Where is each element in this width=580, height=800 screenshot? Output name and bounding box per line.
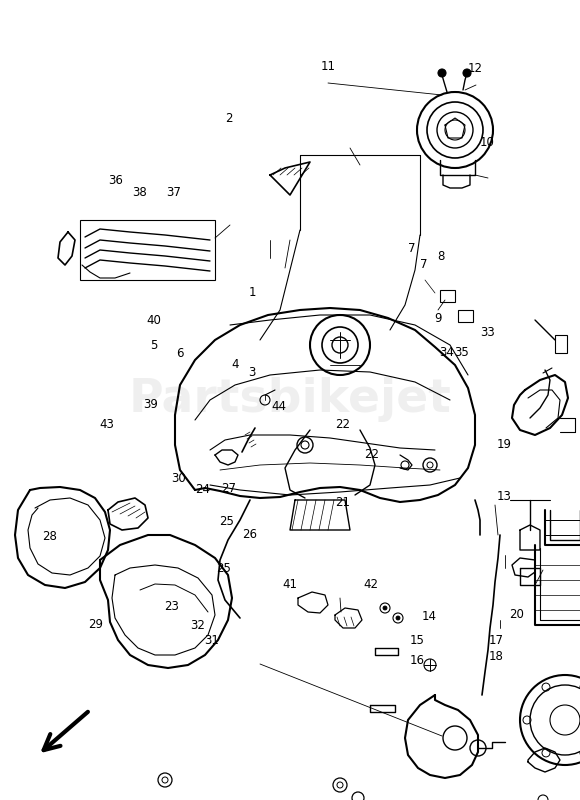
Bar	[555, 335, 567, 353]
Text: 7: 7	[420, 258, 427, 270]
Text: 34: 34	[439, 346, 454, 358]
Text: 31: 31	[204, 634, 219, 646]
Text: 2: 2	[226, 112, 233, 125]
Text: 11: 11	[320, 60, 335, 73]
Text: 18: 18	[488, 650, 503, 662]
Text: 13: 13	[497, 490, 512, 502]
Text: 29: 29	[88, 618, 103, 630]
Text: 1: 1	[249, 286, 256, 298]
Bar	[458, 310, 473, 322]
Text: 5: 5	[150, 339, 157, 352]
Text: 30: 30	[171, 472, 186, 485]
Text: 22: 22	[364, 448, 379, 461]
Text: 27: 27	[222, 482, 237, 494]
Text: 40: 40	[146, 314, 161, 326]
Text: 15: 15	[410, 634, 425, 646]
Text: 22: 22	[335, 418, 350, 430]
Text: 41: 41	[282, 578, 298, 590]
Text: 16: 16	[410, 654, 425, 666]
Text: 24: 24	[195, 483, 211, 496]
Text: 25: 25	[219, 515, 234, 528]
Text: 37: 37	[166, 186, 182, 198]
Text: 23: 23	[164, 600, 179, 613]
Text: 12: 12	[468, 62, 483, 74]
Circle shape	[383, 606, 387, 610]
Text: 14: 14	[422, 610, 437, 622]
Text: 36: 36	[108, 174, 124, 186]
Text: 26: 26	[242, 528, 257, 541]
Circle shape	[438, 69, 446, 77]
Text: 6: 6	[176, 347, 183, 360]
Text: 17: 17	[488, 634, 503, 646]
Bar	[80, 220, 215, 280]
Text: 4: 4	[231, 358, 238, 370]
Text: 20: 20	[509, 608, 524, 621]
Text: 25: 25	[216, 562, 231, 574]
Text: 43: 43	[100, 418, 115, 430]
Text: 35: 35	[454, 346, 469, 358]
Text: 21: 21	[335, 496, 350, 509]
Circle shape	[396, 616, 400, 620]
Circle shape	[463, 69, 471, 77]
Text: 32: 32	[190, 619, 205, 632]
Text: 39: 39	[143, 398, 158, 410]
Text: 38: 38	[132, 186, 147, 198]
Text: 7: 7	[408, 242, 415, 254]
Text: 9: 9	[434, 312, 441, 325]
Text: Partsbikejet: Partsbikejet	[129, 378, 451, 422]
Text: 19: 19	[497, 438, 512, 450]
Text: 8: 8	[437, 250, 444, 262]
Text: 28: 28	[42, 530, 57, 542]
Text: 42: 42	[364, 578, 379, 590]
Text: 3: 3	[249, 366, 256, 378]
Bar	[440, 290, 455, 302]
Text: 10: 10	[480, 136, 495, 149]
Text: 33: 33	[480, 326, 495, 338]
Text: 44: 44	[271, 400, 286, 413]
